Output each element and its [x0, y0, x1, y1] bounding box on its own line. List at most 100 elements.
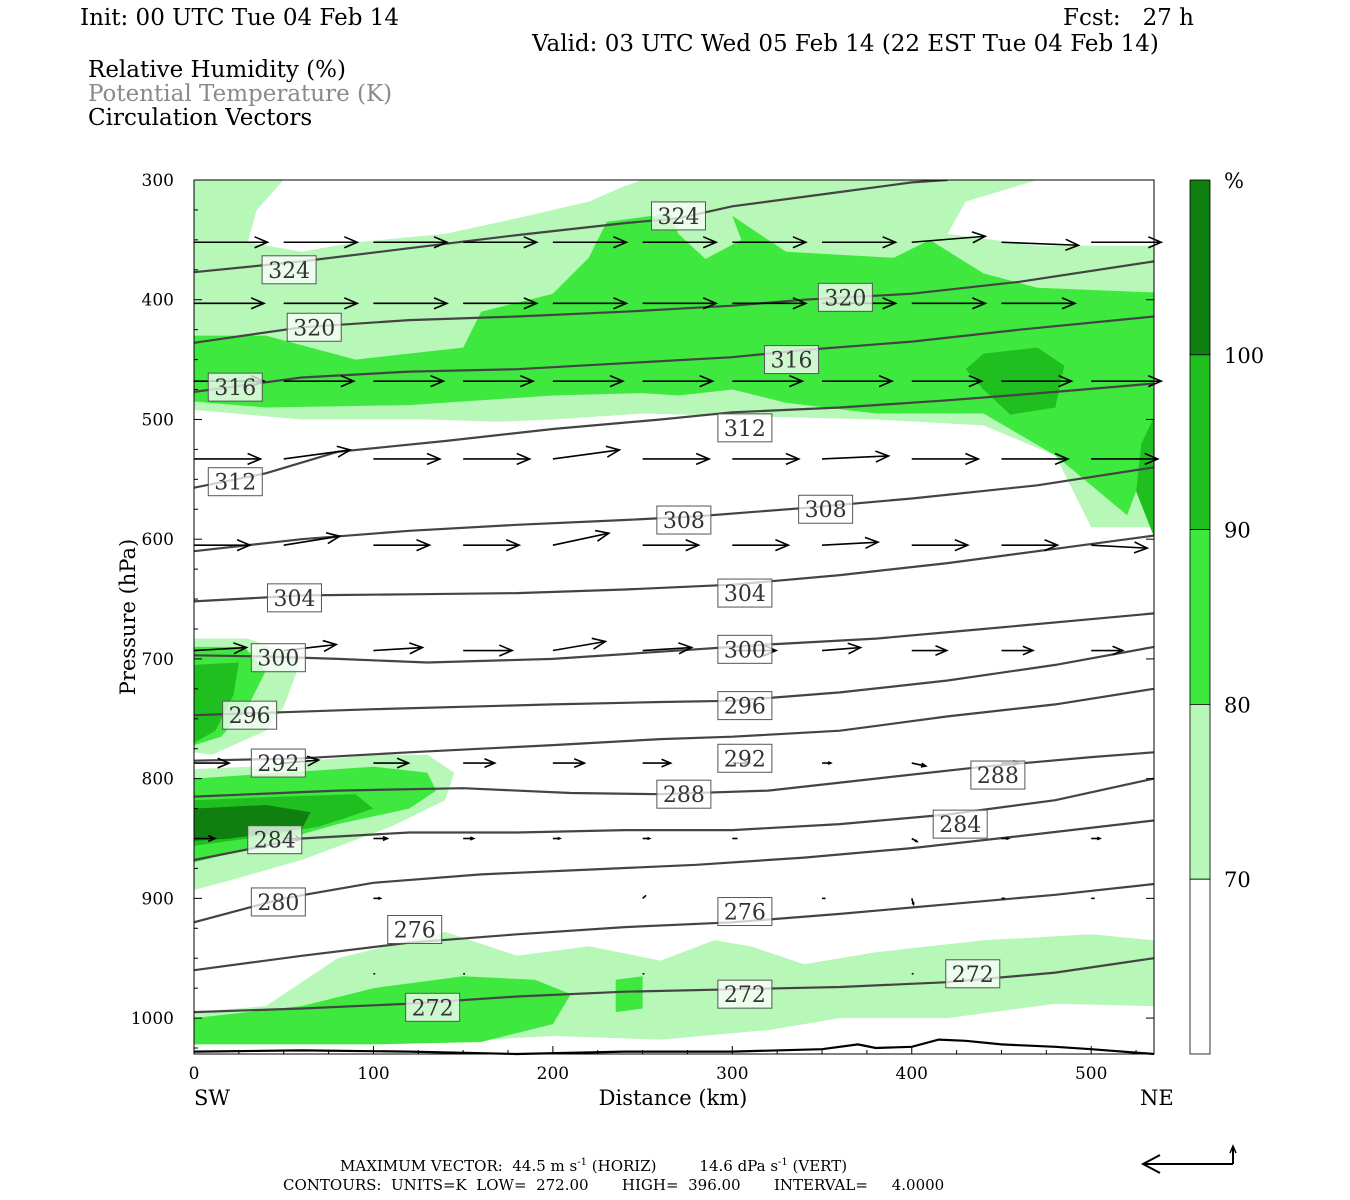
- theta-label-276: 276: [387, 914, 443, 944]
- wind-vector: [642, 538, 701, 552]
- theta-label-text: 300: [724, 638, 766, 663]
- theta-label-text: 324: [657, 205, 699, 230]
- theta-label-292: 292: [717, 743, 773, 773]
- wind-vector: [1091, 541, 1150, 554]
- wind-vector: [552, 297, 629, 310]
- y-tick-label: 400: [142, 291, 174, 311]
- y-tick-label: 600: [142, 530, 174, 550]
- rh-region-90: [194, 662, 239, 743]
- theta-label-text: 324: [268, 259, 310, 284]
- wind-vector: [822, 761, 833, 765]
- colorbar-segment: [1189, 529, 1211, 705]
- theta-label-272: 272: [717, 979, 773, 1009]
- wind-vector: [732, 374, 805, 388]
- theta-contour-320: [194, 260, 1154, 344]
- wind-vector: [463, 644, 515, 657]
- rh-region-90: [1136, 417, 1154, 537]
- wind-vector: [283, 374, 356, 388]
- theta-label-320: 320: [286, 312, 342, 342]
- theta-contour-288: [194, 751, 1154, 798]
- theta-label-text: 292: [724, 747, 766, 772]
- theta-label-text: 296: [229, 704, 271, 729]
- x-end-label-right: NE: [1140, 1086, 1174, 1110]
- wind-vector: [463, 374, 536, 388]
- field-label-rh: Relative Humidity (%): [88, 57, 346, 83]
- wind-vector: [642, 236, 719, 249]
- max-vector-horiz: 44.5 m s: [512, 1157, 578, 1175]
- wind-vector: [1091, 836, 1103, 841]
- field-label-vectors: Circulation Vectors: [88, 105, 313, 131]
- x-tick-label: 500: [1075, 1064, 1107, 1084]
- colorbar-unit: %: [1224, 169, 1244, 193]
- theta-label-272: 272: [945, 959, 1001, 989]
- wind-vector: [1091, 374, 1164, 388]
- theta-label-284: 284: [247, 825, 303, 855]
- theta-label-316: 316: [207, 372, 263, 402]
- colorbar-tick-label: 90: [1224, 519, 1251, 543]
- wind-vector: [1091, 452, 1160, 466]
- wind-vector: [732, 236, 808, 249]
- x-tick-label: 300: [716, 1064, 748, 1084]
- colorbar-tick-label: 80: [1224, 693, 1251, 717]
- wind-vector: [463, 236, 539, 249]
- wind-vector: [642, 642, 694, 655]
- x-tick-label: 400: [896, 1064, 928, 1084]
- theta-label-text: 308: [663, 509, 705, 534]
- wind-vector: [373, 297, 449, 310]
- wind-vector: [193, 642, 249, 655]
- rh-region-80: [194, 213, 1154, 516]
- wind-vector: [194, 297, 267, 310]
- rh-region-80: [615, 976, 643, 1013]
- wind-vector: [732, 297, 808, 310]
- theta-label-text: 288: [663, 783, 705, 808]
- colorbar-segment: [1189, 179, 1211, 356]
- wind-vector: [911, 452, 981, 466]
- wind-vector: [642, 374, 715, 388]
- y-axis-label: Pressure (hPa): [116, 539, 140, 695]
- wind-vector: [1091, 645, 1125, 656]
- wind-vector: [373, 757, 411, 769]
- wind-vector: [911, 231, 988, 244]
- wind-vector: [822, 374, 895, 388]
- theta-contour-296: [194, 645, 1154, 717]
- vert-exponent: -1: [778, 1157, 788, 1168]
- max-vector-vert: 14.6 dPa s: [699, 1157, 779, 1175]
- wind-vector: [821, 536, 881, 550]
- theta-label-304: 304: [717, 578, 773, 608]
- wind-vector: [552, 758, 587, 769]
- theta-label-text: 284: [939, 813, 981, 838]
- theta-label-text: 272: [724, 983, 766, 1008]
- rh-region-80: [194, 976, 571, 1045]
- colorbar-segment: [1189, 704, 1211, 880]
- reference-vector-icon: [1140, 1144, 1237, 1174]
- theta-label-300: 300: [250, 643, 306, 673]
- theta-contour-312: [194, 382, 1154, 489]
- plot-frame: [193, 179, 1155, 1055]
- theta-label-284: 284: [932, 809, 988, 839]
- wind-vector: [552, 374, 625, 388]
- theta-label-300: 300: [717, 634, 773, 664]
- wind-vector: [911, 538, 970, 552]
- theta-label-324: 324: [650, 201, 706, 231]
- y-tick-label: 500: [142, 410, 174, 430]
- wind-vector: [194, 538, 253, 552]
- y-tick-label: 900: [142, 889, 174, 909]
- wind-vector: [1001, 836, 1011, 841]
- theta-label-324: 324: [261, 255, 317, 285]
- wind-vector: [552, 445, 622, 460]
- wind-vector: [1001, 238, 1081, 251]
- wind-vector: [373, 374, 446, 388]
- valid-time: Valid: 03 UTC Wed 05 Feb 14 (22 EST Tue …: [532, 31, 1159, 57]
- theta-label-text: 296: [724, 695, 766, 720]
- wind-vector: [822, 236, 898, 249]
- horiz-tag: (HORIZ): [587, 1157, 657, 1175]
- circulation-vectors: [193, 231, 1164, 975]
- theta-label-312: 312: [207, 467, 263, 497]
- theta-contour-284: [194, 777, 1154, 862]
- wind-vector: [552, 236, 629, 249]
- theta-label-288: 288: [656, 779, 712, 809]
- theta-label-text: 304: [724, 582, 766, 607]
- wind-vector: [283, 532, 342, 546]
- theta-label-280: 280: [250, 887, 306, 917]
